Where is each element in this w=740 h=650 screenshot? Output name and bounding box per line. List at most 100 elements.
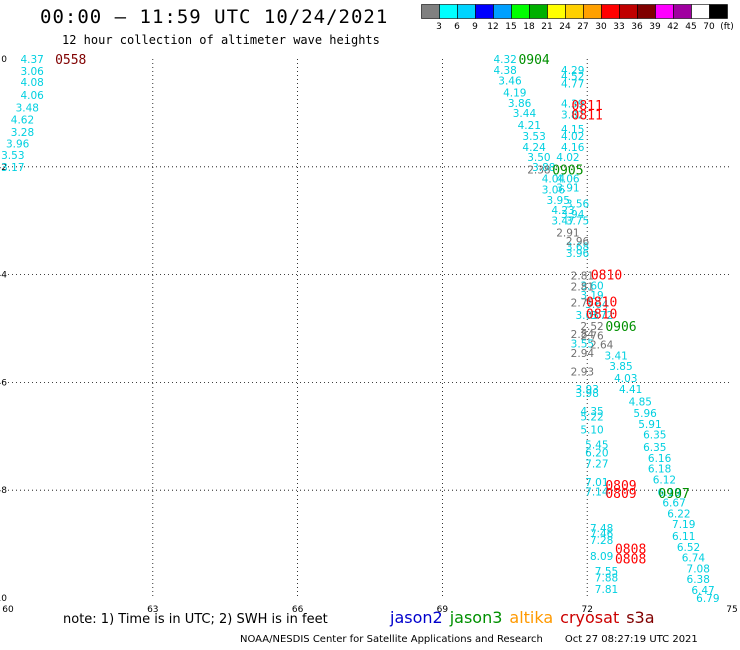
wave-height-value: 3.88 xyxy=(532,162,555,174)
wave-height-value: 3.96 xyxy=(566,248,590,260)
wave-height-value: 3.68 xyxy=(566,242,589,254)
wave-height-value: 3.28 xyxy=(11,127,34,139)
y-tick-label: -6 xyxy=(0,378,7,388)
wave-height-value: 3.46 xyxy=(498,76,522,88)
pass-time-label: 0905 xyxy=(552,163,583,178)
colorbar-swatch xyxy=(709,4,728,19)
wave-height-value: 6.38 xyxy=(687,574,710,586)
x-tick-label: 66 xyxy=(292,605,304,615)
wave-height-value: 3.60 xyxy=(580,280,603,292)
colorbar-label: 6 xyxy=(454,22,460,32)
colorbar-label: 70 xyxy=(703,22,715,32)
wave-height-value: 2.93 xyxy=(571,367,594,379)
colorbar-label: (ft) xyxy=(720,22,734,32)
wave-height-value: 3.41 xyxy=(604,350,627,362)
wave-height-value: 2.94 xyxy=(571,348,595,360)
y-tick-label: -8 xyxy=(0,486,7,496)
wave-height-value: 3.82 xyxy=(561,110,584,122)
wave-height-value: 3.72 xyxy=(590,310,613,322)
wave-height-value: 2.38 xyxy=(527,164,550,176)
wave-height-value: 3.85 xyxy=(609,361,632,373)
wave-height-value: 3.56 xyxy=(566,198,590,210)
wave-height-value: 7.08 xyxy=(687,563,710,575)
x-tick-label: 63 xyxy=(147,605,158,615)
wave-height-value: 7.88 xyxy=(595,573,618,585)
pass-time-label: 0907 xyxy=(658,487,689,502)
wave-height-value: 4.85 xyxy=(629,396,652,408)
wave-height-value: 6.19 xyxy=(658,487,681,499)
wave-height-value: 2.64 xyxy=(590,340,614,352)
wave-height-value: 3.96 xyxy=(6,139,30,151)
wave-height-value: 3.06 xyxy=(542,184,566,196)
colorbar-label: 27 xyxy=(577,22,589,32)
wave-height-value: 4.06 xyxy=(20,90,44,102)
wave-height-value: 4.03 xyxy=(614,373,637,385)
footer-generated-time: Oct 27 08:27:19 UTC 2021 xyxy=(564,634,698,645)
colorbar-label: 33 xyxy=(613,22,625,32)
colorbar-label: 12 xyxy=(487,22,499,32)
wave-height-value: 3.55 xyxy=(571,339,594,351)
footer: NOAA/NESDIS Center for Satellite Applica… xyxy=(240,634,698,645)
y-tick-label: -4 xyxy=(0,271,7,281)
wave-height-value: 7.27 xyxy=(585,458,608,470)
wave-height-value: 8.09 xyxy=(590,551,613,563)
wave-height-value: 2.96 xyxy=(566,236,590,248)
pass-time-label: 0808 xyxy=(615,553,646,568)
wave-height-value: 5.22 xyxy=(580,411,603,423)
wave-height-value: 3.94 xyxy=(561,209,585,221)
wave-height-value: 2.52 xyxy=(580,321,603,333)
wave-height-value: 3.64 xyxy=(585,299,609,311)
wave-height-value: 7.14 xyxy=(585,486,609,498)
wave-height-value: 3.47 xyxy=(551,216,574,228)
pass-time-label: 0808 xyxy=(615,542,646,557)
wave-height-value: 6.16 xyxy=(648,453,672,465)
pass-time-label: 0558 xyxy=(55,53,86,68)
colorbar-label: 21 xyxy=(541,22,553,32)
wave-height-value: 6.18 xyxy=(648,464,671,476)
wave-height-value: 4.23 xyxy=(551,205,574,217)
footer-credit: NOAA/NESDIS Center for Satellite Applica… xyxy=(240,634,543,645)
satellite-legend: jason2 jason3 altika cryosat s3a xyxy=(390,608,662,627)
wave-height-value: 3.19 xyxy=(580,290,603,302)
wave-height-value: 4.24 xyxy=(522,142,546,154)
chart-subtitle: 12 hour collection of altimeter wave hei… xyxy=(62,33,380,47)
colorbar-label: 18 xyxy=(523,22,535,32)
wave-height-value: 7.19 xyxy=(672,519,695,531)
wave-height-value: 6.11 xyxy=(672,531,695,543)
wave-height-value: 3.17 xyxy=(1,162,24,174)
wave-height-value: 3.93 xyxy=(576,384,599,396)
wave-height-value: 4.37 xyxy=(20,54,43,66)
wave-height-value: 2.91 xyxy=(556,228,579,240)
wave-height-value: 4.02 xyxy=(556,152,579,164)
x-tick-label: 75 xyxy=(726,605,737,615)
wave-height-value: 7.28 xyxy=(590,535,613,547)
wave-height-value: 4.19 xyxy=(503,87,526,99)
wave-height-value: 3.75 xyxy=(566,216,589,228)
y-tick-label: 0 xyxy=(1,55,7,65)
wave-height-value: 4.52 xyxy=(561,71,584,83)
wave-height-value: 6.20 xyxy=(585,447,608,459)
wave-height-value: 3.53 xyxy=(1,150,24,162)
wave-height-value: 6.67 xyxy=(662,498,685,510)
wave-height-value: 2.75 xyxy=(571,298,594,310)
wave-height-value: 3.53 xyxy=(522,131,545,143)
wave-height-value: 4.41 xyxy=(619,384,642,396)
wave-height-value: 6.12 xyxy=(653,474,676,486)
wave-height-value: 4.16 xyxy=(561,142,585,154)
pass-time-label: 0810 xyxy=(591,269,622,284)
colorbar-label: 39 xyxy=(649,22,661,32)
wave-height-value: 6.35 xyxy=(643,430,666,442)
colorbar-label: 3 xyxy=(436,22,442,32)
x-tick-label: 60 xyxy=(2,605,14,615)
wave-height-value: 4.02 xyxy=(561,131,584,143)
wave-height-value: 7.48 xyxy=(590,523,613,535)
pass-time-label: 0811 xyxy=(572,99,603,114)
wave-height-value: 7.55 xyxy=(595,566,618,578)
wave-height-value: 2.84 xyxy=(571,329,595,341)
wave-height-value: 2.81 xyxy=(571,271,594,283)
wave-height-value: 4.62 xyxy=(11,114,34,126)
wave-height-value: 4.39 xyxy=(561,99,584,111)
x-tick-label: 72 xyxy=(581,605,592,615)
y-tick-label: -2 xyxy=(0,163,7,173)
wave-height-value: 4.32 xyxy=(493,54,516,66)
